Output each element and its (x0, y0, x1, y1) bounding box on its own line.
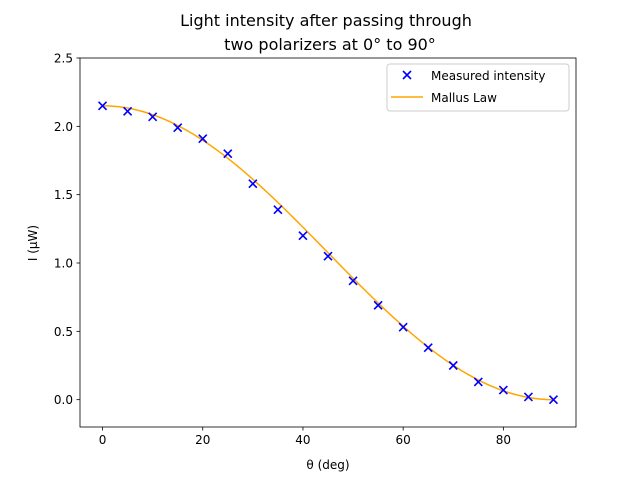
data-point (298, 231, 308, 241)
data-point (248, 179, 258, 189)
legend-frame (386, 63, 570, 112)
data-point (523, 392, 533, 402)
legend-x-marker (402, 70, 412, 80)
data-point (123, 106, 133, 116)
data-point (323, 251, 333, 261)
data-point (97, 101, 108, 111)
data-point (448, 360, 458, 371)
y-tick-label: 2.5 (54, 52, 73, 66)
data-point (373, 300, 383, 310)
legend-measured-marker (402, 70, 412, 80)
x-axis-ticks: 0 20 40 60 80 (99, 427, 511, 447)
measured-intensity-points (97, 101, 559, 405)
x-tick-label: 40 (295, 433, 310, 447)
legend-mallus-label: Mallus Law (431, 91, 497, 105)
y-tick-label: 2.0 (54, 120, 73, 134)
y-axis-ticks: 0.0 0.5 1.0 1.5 2.0 2.5 (54, 52, 80, 407)
data-point (398, 322, 408, 332)
plot-frame (79, 57, 577, 428)
y-tick-label: 0.5 (54, 325, 73, 339)
data-point (198, 134, 208, 144)
y-tick-label: 1.0 (54, 257, 73, 271)
data-point (498, 385, 508, 395)
mallus-law-line (102, 105, 554, 401)
data-point (223, 149, 233, 159)
legend: Measured intensity Mallus Law (386, 63, 570, 112)
y-axis-label: I (μW) (26, 225, 40, 261)
data-point (423, 343, 433, 353)
plot-area (80, 58, 576, 427)
data-point (173, 123, 183, 133)
x-tick-label: 20 (195, 433, 210, 447)
chart-title-line-1: Light intensity after passing through (180, 11, 472, 30)
data-point (473, 377, 483, 387)
chart-title-line-2: two polarizers at 0° to 90° (224, 35, 436, 54)
y-tick-label: 0.0 (54, 393, 73, 407)
x-tick-label: 0 (99, 433, 107, 447)
data-point (273, 205, 283, 215)
x-axis-label: θ (deg) (306, 458, 349, 472)
data-point (148, 112, 158, 122)
data-point (348, 276, 358, 286)
x-tick-label: 80 (496, 433, 511, 447)
y-tick-label: 1.5 (54, 188, 73, 202)
data-point (548, 395, 559, 405)
x-tick-label: 60 (396, 433, 411, 447)
legend-measured-label: Measured intensity (431, 69, 545, 83)
